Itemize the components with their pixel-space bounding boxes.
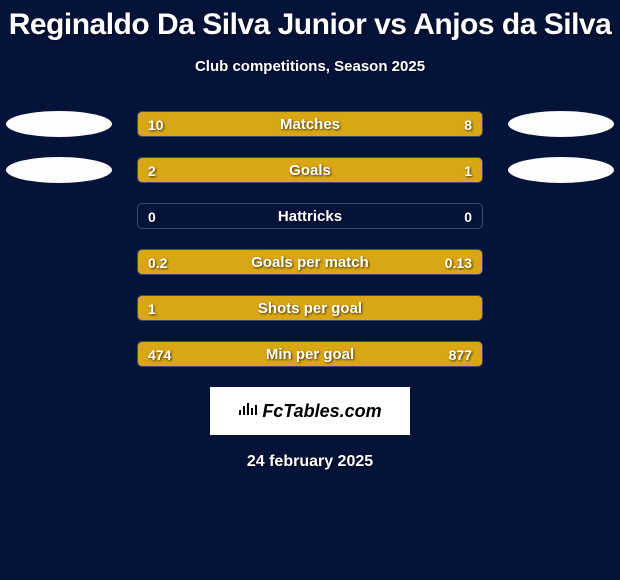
stat-label: Shots per goal <box>138 296 482 321</box>
stat-track: Goals per match0.2 0.13 <box>137 249 483 275</box>
stat-value-right: 8 <box>464 112 472 137</box>
footer-date: 24 february 2025 <box>0 453 620 471</box>
stat-value-right: 0 <box>464 204 472 229</box>
stat-label: Goals <box>138 158 482 183</box>
stat-value-right: 877 <box>449 342 472 367</box>
stat-label: Matches <box>138 112 482 137</box>
stat-row: Hattricks0 0 <box>0 203 620 229</box>
player-photo-right <box>508 111 614 137</box>
bar-chart-icon <box>238 401 258 422</box>
stat-row: Matches10 8 <box>0 111 620 137</box>
stat-track: Matches10 8 <box>137 111 483 137</box>
player-photo-left <box>6 111 112 137</box>
stat-track: Min per goal474 877 <box>137 341 483 367</box>
stat-track: Goals2 1 <box>137 157 483 183</box>
stat-label: Min per goal <box>138 342 482 367</box>
stat-value-left: 10 <box>148 112 164 137</box>
stats-container: Matches10 8 Goals2 1 Hattricks0 0 Goals per ma… <box>0 111 620 367</box>
stat-track: Hattricks0 0 <box>137 203 483 229</box>
branding-badge: FcTables.com <box>210 387 410 435</box>
stat-value-left: 0.2 <box>148 250 167 275</box>
stat-row: Goals2 1 <box>0 157 620 183</box>
page-title: Reginaldo Da Silva Junior vs Anjos da Si… <box>0 0 620 42</box>
stat-label: Goals per match <box>138 250 482 275</box>
stat-value-left: 0 <box>148 204 156 229</box>
stat-track: Shots per goal1 <box>137 295 483 321</box>
stat-value-right: 0.13 <box>445 250 472 275</box>
player-photo-right <box>508 157 614 183</box>
branding-text: FcTables.com <box>262 401 381 422</box>
stat-label: Hattricks <box>138 204 482 229</box>
stat-value-left: 474 <box>148 342 171 367</box>
player-photo-left <box>6 157 112 183</box>
stat-value-right: 1 <box>464 158 472 183</box>
stat-value-left: 2 <box>148 158 156 183</box>
page-subtitle: Club competitions, Season 2025 <box>0 58 620 75</box>
stat-row: Shots per goal1 <box>0 295 620 321</box>
stat-row: Min per goal474 877 <box>0 341 620 367</box>
stat-row: Goals per match0.2 0.13 <box>0 249 620 275</box>
stat-value-left: 1 <box>148 296 156 321</box>
